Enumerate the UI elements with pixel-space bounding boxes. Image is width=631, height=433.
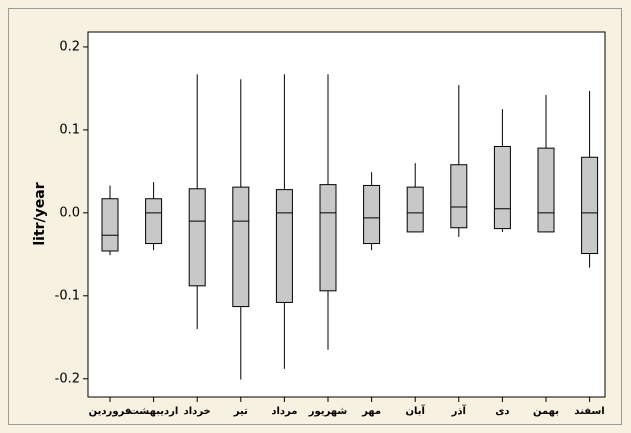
outer-frame — [8, 8, 622, 425]
box — [101, 198, 119, 252]
x-tick-label: اردیبهشت — [129, 406, 179, 417]
y-tick-label: 0.1 — [59, 122, 80, 137]
x-tick-label: شهریور — [308, 406, 348, 417]
x-tick-label: فروردین — [89, 406, 132, 417]
x-tick-label: آذر — [451, 404, 467, 417]
box — [406, 186, 424, 233]
y-tick-label: 0.0 — [59, 205, 80, 220]
box — [537, 147, 555, 233]
box — [581, 156, 599, 254]
x-tick-label: تیر — [233, 406, 248, 417]
y-tick-label: -0.2 — [55, 371, 80, 386]
x-tick-label: خرداد — [184, 406, 211, 417]
box — [188, 188, 206, 287]
x-tick-label: بهمن — [533, 406, 559, 417]
box — [450, 164, 468, 229]
x-tick-label: مهر — [361, 406, 381, 417]
box — [232, 186, 250, 308]
x-tick-label: دی — [495, 406, 509, 417]
y-tick-label: -0.1 — [55, 288, 80, 303]
x-tick-label: مرداد — [271, 406, 297, 417]
plot-area — [87, 31, 606, 398]
y-tick-label: 0.2 — [59, 39, 80, 54]
box — [145, 198, 163, 245]
y-axis-label: litr/year — [32, 182, 48, 245]
box — [363, 184, 381, 245]
box — [319, 184, 337, 292]
box — [493, 145, 511, 230]
box — [275, 189, 293, 303]
x-tick-label: آبان — [405, 404, 425, 417]
x-tick-label: اسفند — [574, 406, 604, 417]
